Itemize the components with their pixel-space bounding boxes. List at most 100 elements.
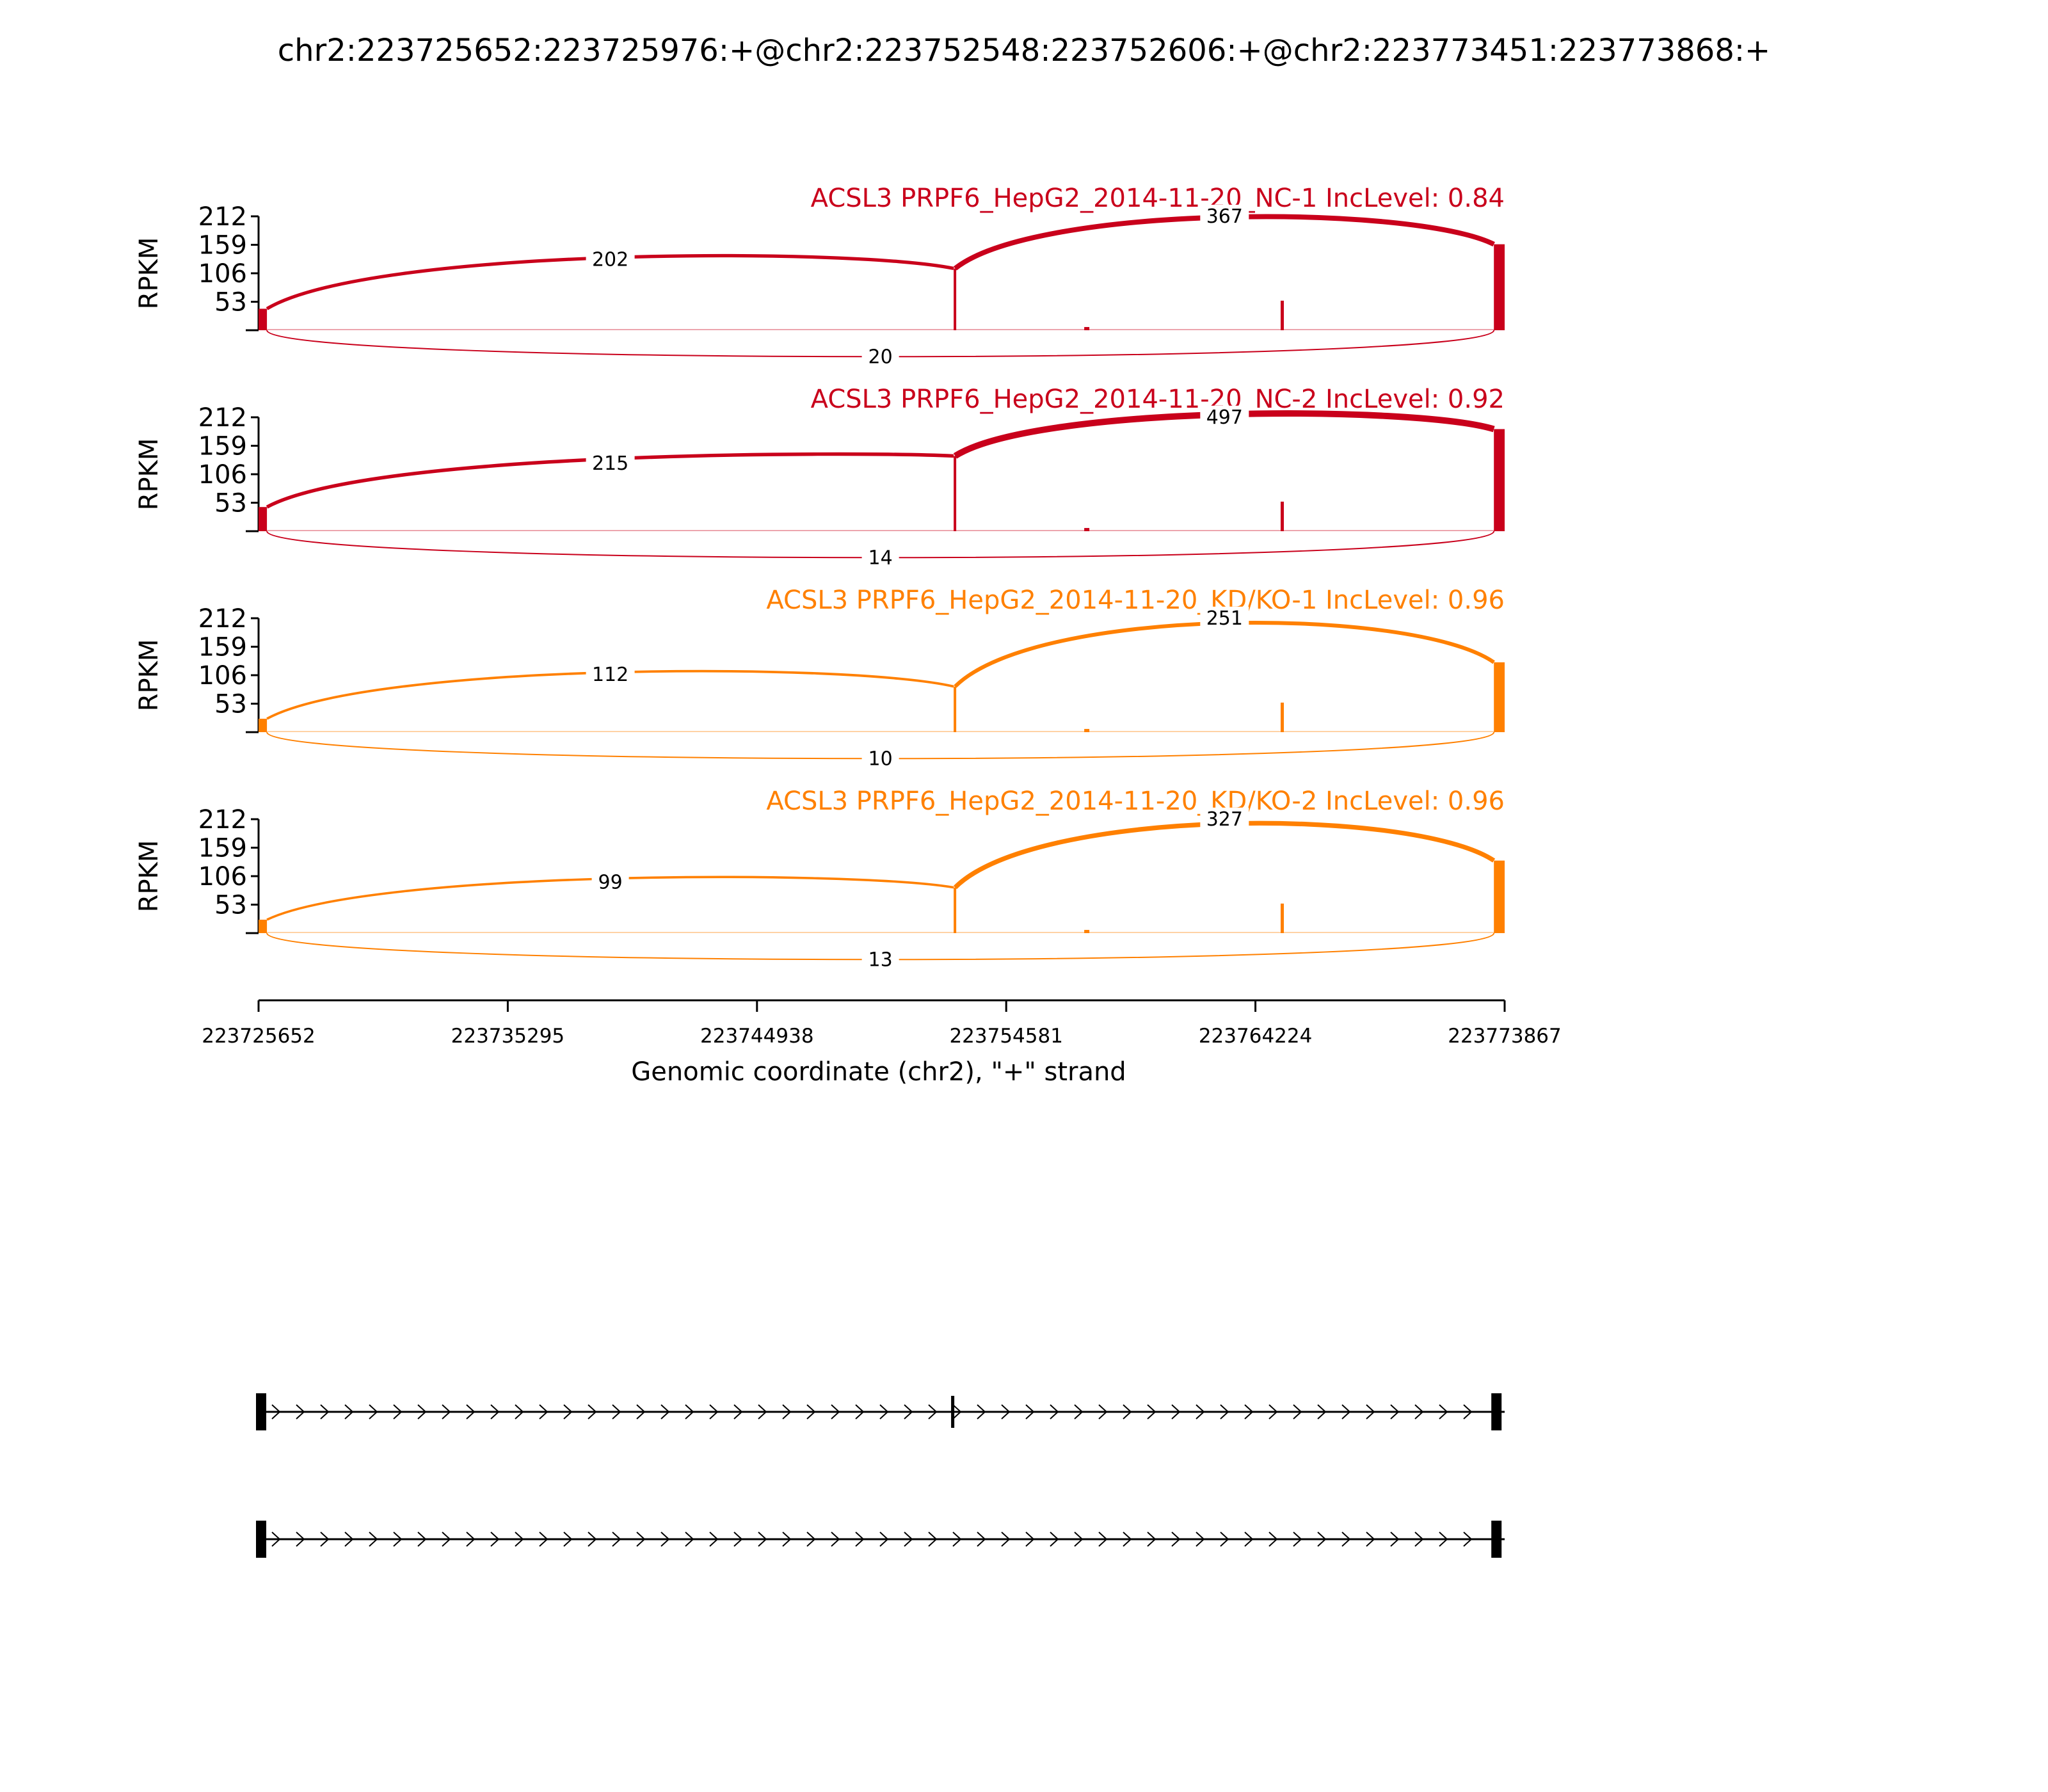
strand-arrow <box>1341 1404 1351 1420</box>
sample-panels: ACSL3 PRPF6_HepG2_2014-11-20_NC-1 IncLev… <box>134 184 1505 971</box>
x-tick-label: 223735295 <box>451 1025 565 1048</box>
junction-2: 367 <box>954 204 1495 271</box>
junction-label-bg <box>591 870 629 893</box>
strand-arrow <box>1147 1404 1156 1420</box>
junction-2: 497 <box>953 405 1495 459</box>
strand-arrow <box>515 1532 524 1547</box>
strand-arrow <box>1147 1532 1156 1547</box>
chart-title: chr2:223725652:223725976:+@chr2:22375254… <box>278 33 1771 68</box>
y-axis-label: RPKM <box>134 639 164 712</box>
strand-arrow <box>296 1404 305 1420</box>
exon-block <box>1491 1521 1502 1558</box>
strand-arrow <box>1414 1404 1424 1420</box>
strand-arrow <box>952 1532 962 1547</box>
junction-2: 327 <box>953 807 1496 890</box>
y-tick-label: 159 <box>198 633 247 662</box>
y-tick-label: 106 <box>198 259 247 289</box>
y-tick-label: 212 <box>198 805 247 835</box>
sample-title: ACSL3 PRPF6_HepG2_2014-11-20_KD/KO-2 Inc… <box>766 787 1505 816</box>
strand-arrow <box>344 1532 354 1547</box>
strand-arrow <box>1025 1404 1035 1420</box>
coverage-bump <box>1084 929 1090 933</box>
coverage-exon-1 <box>259 308 268 330</box>
strand-arrow <box>490 1532 500 1547</box>
junction-label-bg <box>586 248 635 270</box>
y-tick-label: 53 <box>214 288 247 317</box>
strand-arrow <box>1050 1532 1059 1547</box>
strand-arrow <box>1317 1404 1327 1420</box>
strand-arrow <box>490 1404 500 1420</box>
strand-arrow <box>1341 1532 1351 1547</box>
strand-arrow <box>879 1532 889 1547</box>
sample-panel-3: ACSL3 PRPF6_HepG2_2014-11-20_KD/KO-1 Inc… <box>134 586 1505 770</box>
junction-count: 14 <box>868 547 893 569</box>
strand-arrow <box>952 1404 962 1420</box>
strand-arrow <box>1001 1532 1011 1547</box>
strand-arrow <box>563 1532 573 1547</box>
strand-arrow <box>1317 1532 1327 1547</box>
strand-arrow <box>1414 1532 1424 1547</box>
junction-arc <box>953 820 1496 890</box>
coverage-spike <box>1281 702 1284 732</box>
strand-arrow <box>977 1532 986 1547</box>
strand-arrow <box>1074 1532 1084 1547</box>
strand-arrow <box>442 1532 451 1547</box>
junction-2: 251 <box>954 606 1495 688</box>
junction-label-bg <box>1200 204 1249 227</box>
coverage-exon-2 <box>954 456 957 531</box>
strand-arrow <box>344 1404 354 1420</box>
strand-arrow <box>1390 1532 1400 1547</box>
junction-3: 10 <box>266 732 1495 770</box>
junction-1: 202 <box>266 248 954 310</box>
junction-label-bg <box>1200 606 1249 628</box>
junction-1: 112 <box>266 662 954 720</box>
strand-arrow <box>977 1404 986 1420</box>
x-axis: 223725652 223735295 223744938 223754581 2237… <box>202 999 1562 1048</box>
strand-arrow <box>393 1532 403 1547</box>
coverage-exon-3 <box>1494 429 1505 531</box>
sample-title: ACSL3 PRPF6_HepG2_2014-11-20_NC-1 IncLev… <box>811 184 1505 213</box>
strand-arrow <box>1098 1404 1108 1420</box>
strand-arrow <box>758 1404 767 1420</box>
y-tick-label: 212 <box>198 604 247 634</box>
strand-arrow <box>709 1404 719 1420</box>
junction-label-bg <box>861 747 899 769</box>
x-tick-label: 223754581 <box>949 1025 1063 1048</box>
coverage-exon-3 <box>1494 662 1505 732</box>
sample-title: ACSL3 PRPF6_HepG2_2014-11-20_NC-2 IncLev… <box>811 385 1505 414</box>
junction-1: 215 <box>266 452 954 509</box>
x-axis-label: Genomic coordinate (chr2), "+" strand <box>631 1057 1126 1087</box>
exon-block <box>256 1393 266 1430</box>
coverage-bump <box>1084 326 1090 330</box>
x-tick-label: 223744938 <box>700 1025 814 1048</box>
strand-arrow <box>806 1404 816 1420</box>
strand-arrow <box>758 1532 767 1547</box>
y-tick-label: 159 <box>198 834 247 863</box>
junction-1: 99 <box>266 870 954 921</box>
strand-arrow <box>515 1404 524 1420</box>
coverage-spike <box>1281 501 1284 531</box>
strand-arrow <box>612 1532 621 1547</box>
strand-arrow <box>879 1404 889 1420</box>
y-tick-label: 53 <box>214 891 247 920</box>
strand-arrow <box>1196 1532 1205 1547</box>
x-tick-label: 223764224 <box>1199 1025 1313 1048</box>
strand-arrow <box>1366 1404 1375 1420</box>
strand-arrow <box>855 1532 865 1547</box>
strand-arrow <box>685 1404 694 1420</box>
strand-arrow <box>1171 1404 1181 1420</box>
x-tick-label: 223725652 <box>202 1025 316 1048</box>
strand-arrow <box>271 1404 281 1420</box>
strand-arrow <box>1293 1404 1302 1420</box>
strand-arrow <box>320 1532 330 1547</box>
strand-arrow <box>466 1404 476 1420</box>
strand-arrow <box>1463 1532 1473 1547</box>
junction-label-bg <box>861 546 899 568</box>
coverage-spike <box>1281 903 1284 933</box>
strand-arrow <box>782 1532 792 1547</box>
strand-arrow <box>466 1532 476 1547</box>
strand-arrow <box>296 1532 305 1547</box>
strand-arrow <box>636 1404 646 1420</box>
junction-label-bg <box>1200 405 1249 428</box>
strand-arrow <box>1293 1532 1302 1547</box>
